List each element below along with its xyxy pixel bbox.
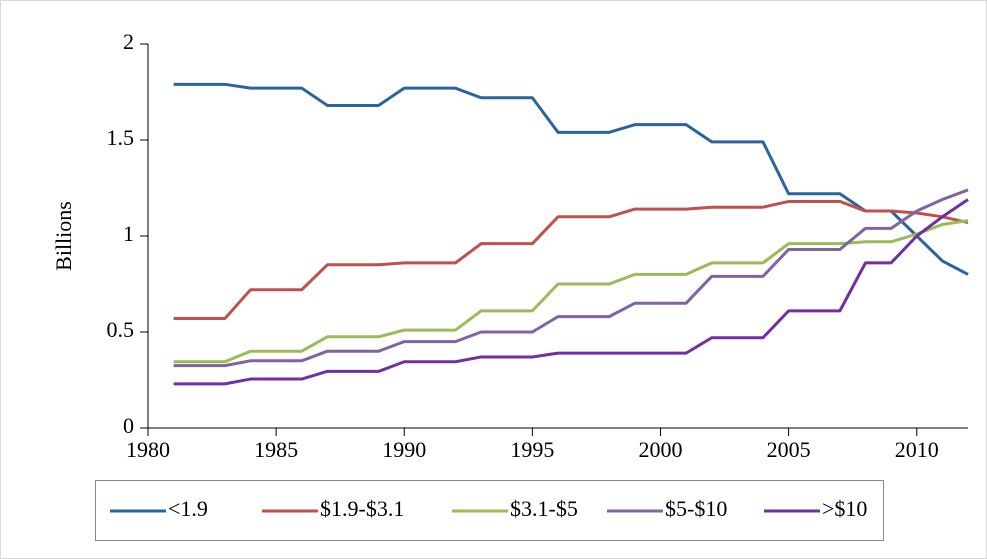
y-tick-label: 1: [123, 221, 134, 246]
y-axis-title: Billions: [51, 201, 76, 271]
series-line: [173, 199, 969, 321]
x-tick-label: 2010: [895, 437, 939, 462]
series-line: [173, 82, 969, 276]
x-tick-label: 1980: [126, 437, 170, 462]
series-line: [173, 198, 969, 386]
series-line: [173, 219, 969, 364]
y-tick-label: 0.5: [107, 317, 135, 342]
series-line: [173, 188, 969, 368]
y-tick-label: 0: [123, 413, 134, 438]
y-tick-label: 1.5: [107, 125, 135, 150]
legend-label: <1.9: [168, 496, 208, 521]
y-tick-label: 2: [123, 29, 134, 54]
x-tick-label: 2000: [639, 437, 683, 462]
legend-label: $5-$10: [665, 496, 727, 521]
x-tick-label: 1985: [254, 437, 298, 462]
x-tick-label: 1995: [510, 437, 554, 462]
x-tick-label: 2005: [767, 437, 811, 462]
legend-label: $1.9-$3.1: [320, 496, 404, 521]
legend-box: [95, 480, 884, 541]
x-tick-label: 1990: [382, 437, 426, 462]
legend-label: >$10: [822, 496, 867, 521]
legend-label: $3.1-$5: [510, 496, 578, 521]
